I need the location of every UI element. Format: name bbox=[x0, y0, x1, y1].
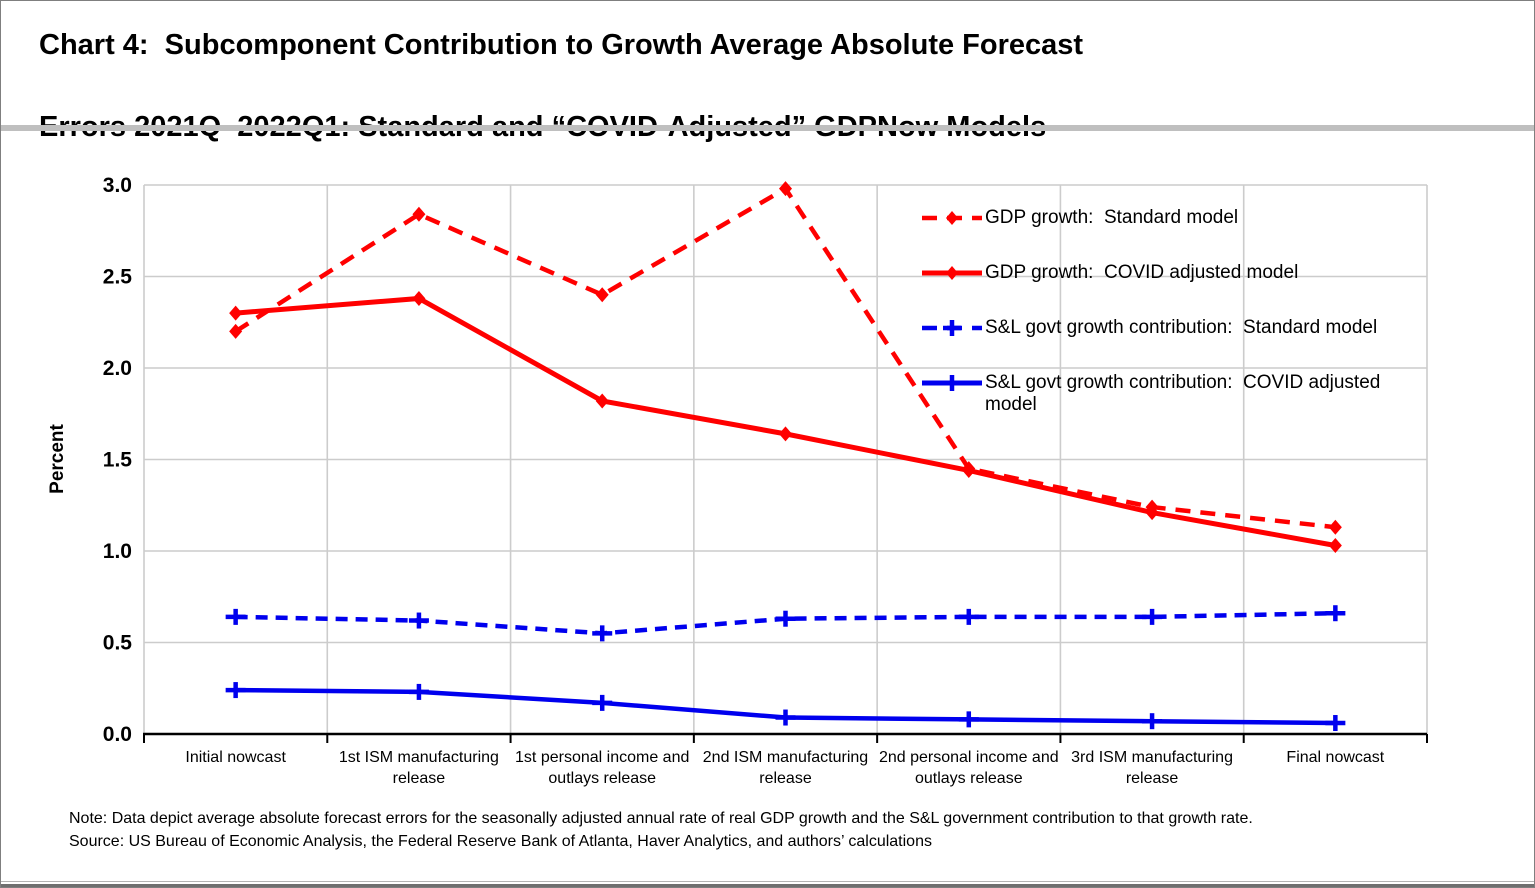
data-point bbox=[1328, 519, 1342, 535]
dashed-line-sample-icon bbox=[922, 211, 982, 225]
y-tick-label: 0.0 bbox=[103, 723, 132, 746]
data-point bbox=[779, 426, 792, 442]
y-tick-label: 1.5 bbox=[103, 449, 133, 472]
data-point bbox=[595, 287, 609, 303]
x-category-label: 2nd personal income and outlays release bbox=[878, 749, 1059, 787]
y-tick-label: 0.5 bbox=[103, 632, 133, 655]
diamond-marker-icon bbox=[946, 211, 958, 225]
data-point bbox=[962, 462, 976, 478]
chart-legend: GDP growth: Standard model GDP growth: CO… bbox=[921, 207, 1419, 449]
legend-item: GDP growth: Standard model bbox=[921, 207, 1419, 229]
legend-label: GDP growth: COVID adjusted model bbox=[985, 262, 1299, 283]
x-category-label: Initial nowcast bbox=[185, 749, 286, 766]
legend-item: S&L govt growth contribution: COVID adju… bbox=[921, 372, 1419, 416]
dashed-line-sample-icon bbox=[922, 320, 982, 336]
x-axis-labels: Initial nowcast 1st ISM manufacturing rel… bbox=[1, 747, 1534, 807]
chart-title-line1: Chart 4: Subcomponent Contribution to Gr… bbox=[39, 29, 1084, 61]
y-axis-title: Percent bbox=[47, 423, 68, 493]
data-point bbox=[229, 323, 243, 339]
y-tick-label: 3.0 bbox=[103, 174, 132, 197]
data-point bbox=[412, 290, 426, 306]
y-tick-label: 1.0 bbox=[103, 540, 132, 563]
x-category-label: Final nowcast bbox=[1286, 749, 1385, 766]
x-category-label: 2nd ISM manufacturing release bbox=[702, 749, 869, 787]
source-text: Source: US Bureau of Economic Analysis, … bbox=[69, 833, 932, 850]
data-point bbox=[1145, 505, 1159, 521]
x-category-label: 1st ISM manufacturing release bbox=[338, 749, 499, 787]
title-separator-bar bbox=[1, 125, 1534, 131]
solid-line-sample-icon bbox=[922, 375, 982, 391]
legend-label: GDP growth: Standard model bbox=[985, 207, 1239, 228]
bottom-divider-line bbox=[1, 881, 1534, 882]
diamond-marker-icon bbox=[946, 266, 958, 280]
legend-item: S&L govt growth contribution: Standard m… bbox=[921, 317, 1419, 339]
data-point bbox=[595, 393, 609, 409]
y-tick-label: 2.0 bbox=[103, 357, 132, 380]
data-point bbox=[229, 305, 243, 321]
x-category-label: 1st personal income and outlays release bbox=[515, 749, 690, 787]
data-point bbox=[412, 206, 426, 222]
legend-item: GDP growth: COVID adjusted model bbox=[921, 262, 1419, 284]
legend-label: S&L govt growth contribution: Standard m… bbox=[985, 317, 1378, 338]
solid-line-sample-icon bbox=[922, 266, 982, 280]
window-bottom-bar bbox=[1, 884, 1534, 887]
x-category-label: 3rd ISM manufacturing release bbox=[1071, 749, 1233, 787]
legend-label: S&L govt growth contribution: COVID adju… bbox=[985, 372, 1386, 415]
data-point bbox=[1328, 538, 1342, 554]
y-tick-label: 2.5 bbox=[103, 266, 133, 289]
note-text: Note: Data depict average absolute forec… bbox=[69, 810, 1253, 827]
data-point bbox=[779, 181, 792, 197]
